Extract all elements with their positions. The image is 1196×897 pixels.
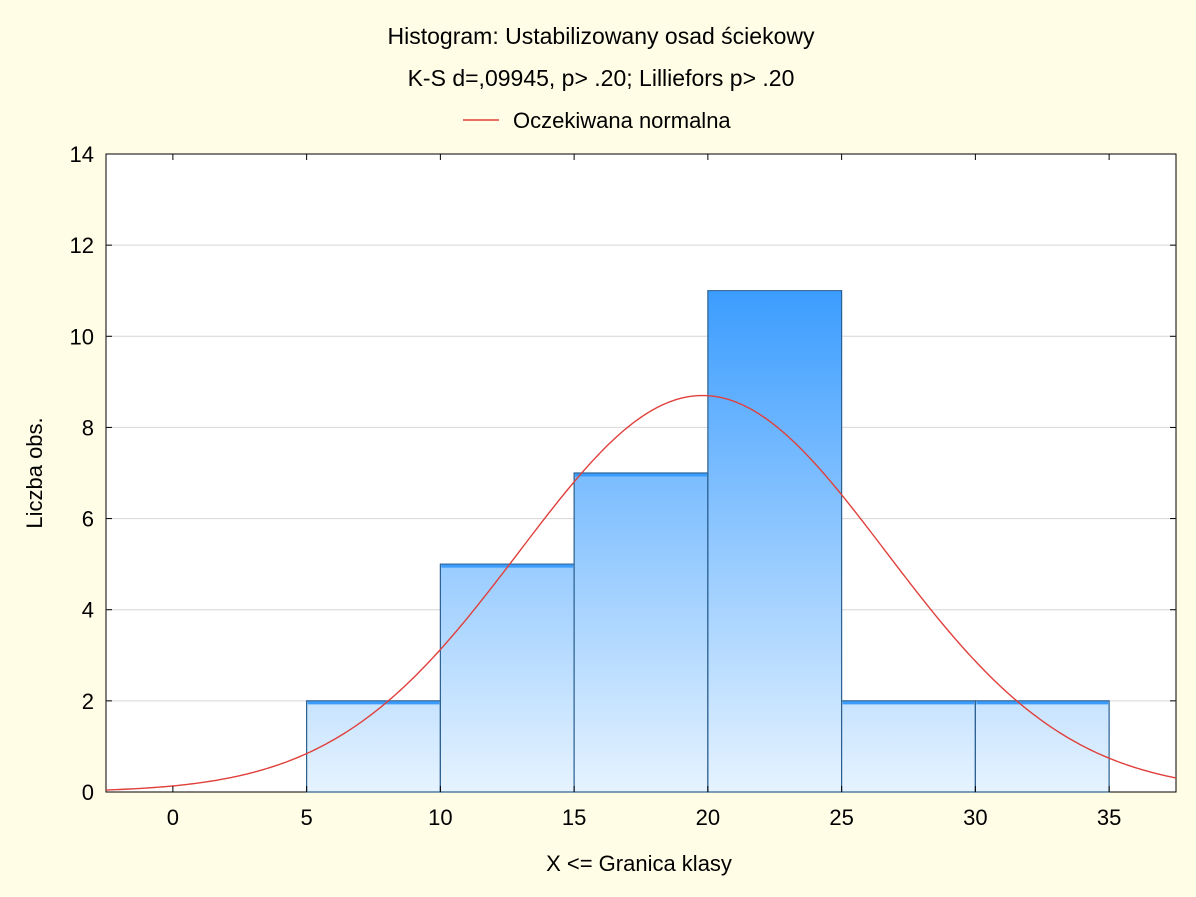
y-tick-label: 10	[70, 324, 94, 349]
normal-curve-layer	[106, 394, 1176, 791]
y-tick-label: 14	[70, 142, 94, 167]
x-tick-label: 5	[301, 805, 313, 830]
histogram-bar	[841, 700, 976, 793]
chart-title: Histogram: Ustabilizowany osad ściekowy	[388, 23, 815, 49]
x-tick-label: 35	[1097, 805, 1121, 830]
x-tick-label: 10	[428, 805, 452, 830]
legend: Oczekiwana normalna	[463, 108, 731, 133]
x-tick-label: 30	[963, 805, 987, 830]
x-tick-label: 15	[562, 805, 586, 830]
y-tick-label: 12	[70, 233, 94, 258]
histogram-bar	[573, 472, 709, 793]
histogram-bars	[306, 290, 1110, 793]
y-tick-label: 4	[82, 598, 94, 623]
y-tick-label: 2	[82, 689, 94, 714]
histogram-bar	[707, 290, 843, 793]
axis-ticks	[106, 153, 1176, 793]
y-tick-label: 0	[82, 780, 94, 805]
chart-subtitle: K-S d=,09945, p> .20; Lilliefors p> .20	[408, 65, 795, 91]
y-tick-label: 8	[82, 415, 94, 440]
x-tick-label: 20	[696, 805, 720, 830]
histogram-bar	[439, 563, 575, 793]
x-axis-label: X <= Granica klasy	[546, 851, 732, 876]
y-tick-labels: 0 2 4 6 8 10 12 14	[70, 142, 94, 805]
histogram-bar	[974, 700, 1110, 793]
x-tick-label: 0	[167, 805, 179, 830]
y-axis-label: Liczba obs.	[22, 417, 47, 528]
x-tick-label: 25	[829, 805, 853, 830]
x-tick-labels: 0 5 10 15 20 25 30 35	[167, 805, 1122, 830]
histogram-bar	[306, 700, 441, 793]
normal-curve	[106, 394, 1176, 791]
legend-curve-label: Oczekiwana normalna	[513, 108, 731, 133]
y-tick-label: 6	[82, 507, 94, 532]
